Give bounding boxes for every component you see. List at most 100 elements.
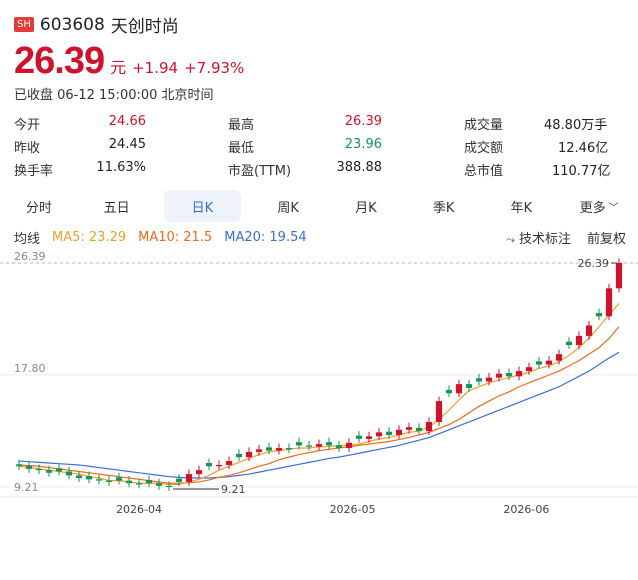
stat-label: 成交量 (464, 118, 504, 133)
exchange-badge: SH (14, 17, 34, 32)
candle-body (365, 436, 373, 439)
candle-body (535, 361, 543, 365)
tab-five-day[interactable]: 五日 (78, 190, 156, 222)
ma-legend: 均线 MA5: 23.29 MA10: 21.5 MA20: 19.54 ⤳ 技… (14, 228, 626, 247)
max-marker-label: 26.39 (578, 257, 610, 270)
candle (565, 337, 573, 349)
candle (525, 362, 533, 375)
stat-label: 成交额 (464, 141, 504, 156)
ma-lines (18, 303, 620, 486)
tech-annotation-label: 技术标注 (518, 232, 571, 247)
tab-label: 季K (432, 200, 455, 216)
candle-body (505, 373, 513, 377)
candle-body (585, 325, 593, 336)
stat-value: 388.88 (336, 160, 383, 175)
stat-value: 12.46亿 (558, 141, 609, 156)
tab-daily-k[interactable]: 日K (163, 190, 242, 222)
ma5-line (18, 303, 620, 486)
candle-body (255, 449, 263, 452)
tab-more[interactable]: 更多 ﹀ (560, 190, 638, 222)
candle (125, 476, 133, 488)
candle-body (245, 451, 253, 458)
stat-value: 26.39 (344, 114, 382, 129)
period-tabs: 分时 五日 日K 周K 月K 季K 年K 更多 ﹀ (0, 190, 638, 222)
stat-value: 24.45 (108, 137, 146, 152)
candle (75, 470, 83, 482)
candle-body (605, 288, 613, 317)
tab-quarterly-k[interactable]: 季K (405, 190, 483, 222)
candles (15, 258, 623, 491)
tech-annotation-icon: ⤳ (506, 233, 515, 246)
candle (95, 474, 103, 485)
candle-body (145, 479, 153, 484)
chart-grid (0, 262, 638, 498)
candle (135, 478, 143, 489)
stat-label: 市盈(TTM) (228, 164, 292, 179)
candle (405, 422, 413, 434)
candle-body (15, 464, 23, 467)
candle (545, 356, 553, 369)
candle (55, 463, 63, 476)
stock-name: 天创时尚 (110, 17, 179, 37)
x-tick-label: 2026-04 (116, 503, 162, 516)
candle-body (55, 468, 63, 472)
candle-body (275, 448, 283, 451)
ma10-value: MA10: 21.5 (138, 230, 213, 245)
stat-prev-close: 昨收 24.45 (14, 137, 176, 156)
stats-row: 今开 24.66 最高 26.39 成交量 48.80万手 (14, 112, 626, 135)
candle-body (575, 335, 583, 346)
stat-value: 11.63% (96, 160, 146, 175)
candle-body (235, 453, 243, 458)
y-tick-label: 26.39 (14, 250, 46, 263)
candle (295, 437, 303, 450)
tab-weekly-k[interactable]: 周K (249, 190, 327, 222)
candle (65, 466, 73, 480)
candle-body (205, 463, 213, 467)
stat-volume: 成交量 48.80万手 (464, 114, 626, 133)
candle-body (345, 442, 353, 449)
ma5-value: MA5: 23.29 (52, 230, 127, 245)
tech-annotation-button[interactable]: ⤳ 技术标注 (506, 228, 571, 247)
candle-body (565, 341, 573, 346)
candle (305, 440, 313, 451)
stat-label: 今开 (14, 118, 41, 133)
candle-body (135, 483, 143, 485)
stat-turnover-rate: 换手率 11.63% (14, 160, 176, 179)
tab-label: 五日 (103, 200, 130, 216)
candle-body (285, 448, 293, 450)
stat-pe: 市盈(TTM) 388.88 (228, 160, 390, 179)
candle (205, 458, 213, 471)
y-tick-label: 17.80 (14, 362, 46, 375)
candle (515, 366, 523, 381)
candle-body (375, 432, 383, 437)
tab-yearly-k[interactable]: 年K (483, 190, 561, 222)
candle (475, 373, 483, 386)
candle-body (305, 445, 313, 447)
candle-body (175, 478, 183, 482)
candle (255, 444, 263, 456)
stat-turnover: 成交额 12.46亿 (464, 137, 626, 156)
candle (145, 475, 153, 488)
candle-body (435, 401, 443, 422)
current-price: 26.39 (14, 40, 105, 82)
candle (385, 427, 393, 439)
kline-chart[interactable]: 26.39 17.80 9.21 2026-04 2026-05 2026-06 26.39… (0, 245, 638, 580)
adjust-button[interactable]: 前复权 (586, 232, 626, 247)
tab-minute[interactable]: 分时 (0, 190, 78, 222)
candle-body (415, 427, 423, 432)
candle (105, 476, 113, 486)
y-tick-label: 9.21 (14, 481, 39, 494)
stat-label: 最低 (228, 141, 255, 156)
candle-body (525, 367, 533, 372)
candle (15, 459, 23, 471)
candle-body (115, 477, 123, 481)
candle (45, 465, 53, 477)
tab-monthly-k[interactable]: 月K (327, 190, 405, 222)
candle (115, 472, 123, 485)
candle (285, 443, 293, 454)
candle (555, 349, 563, 365)
candle-body (555, 354, 563, 361)
candle-body (315, 444, 323, 447)
candle-body (155, 483, 163, 486)
tab-label: 日K (191, 200, 214, 216)
